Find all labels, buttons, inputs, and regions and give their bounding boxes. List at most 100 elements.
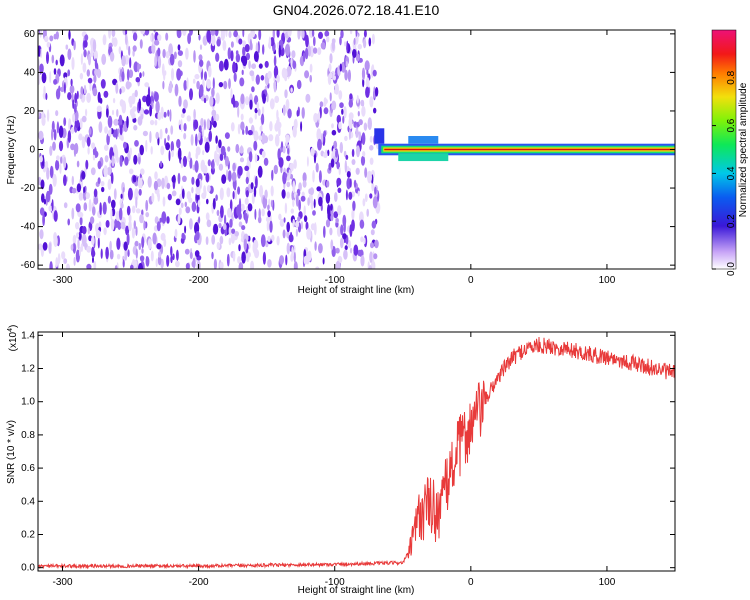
noise-cell [73, 40, 76, 51]
noise-cell [104, 144, 109, 151]
noise-cell [182, 108, 186, 114]
noise-cell [366, 69, 369, 76]
noise-cell [145, 199, 149, 212]
noise-cell [238, 244, 241, 252]
noise-cell [228, 78, 231, 90]
noise-cell [43, 198, 47, 205]
noise-cell [271, 169, 274, 181]
noise-cell [160, 232, 166, 241]
noise-cell [284, 44, 291, 56]
noise-cell [155, 100, 160, 114]
noise-cell [251, 192, 255, 205]
noise-cell [261, 106, 265, 115]
noise-cell [128, 95, 133, 105]
noise-cell [71, 187, 77, 194]
noise-cell [226, 169, 229, 180]
noise-cell [76, 183, 82, 193]
noise-cell [194, 73, 200, 80]
noise-cell [361, 67, 366, 81]
noise-cell [161, 211, 167, 224]
noise-cell [53, 235, 58, 248]
noise-cell [352, 49, 357, 58]
noise-cell [253, 239, 259, 250]
noise-cell [363, 122, 368, 131]
noise-cell [371, 182, 375, 192]
noise-cell [97, 177, 101, 185]
noise-cell [261, 150, 266, 158]
noise-cell [356, 94, 359, 104]
noise-cell [318, 31, 323, 39]
noise-cell [237, 106, 240, 118]
noise-cell [119, 99, 124, 107]
noise-cell [59, 54, 65, 67]
noise-cell [288, 169, 291, 179]
noise-cell [264, 189, 268, 199]
noise-cell [46, 167, 50, 180]
noise-cell [129, 57, 132, 69]
noise-cell [232, 162, 236, 172]
noise-cell [39, 63, 44, 74]
noise-cell [305, 221, 309, 231]
noise-cell [156, 243, 162, 250]
noise-cell [85, 108, 88, 117]
noise-cell [330, 214, 334, 222]
noise-cell [363, 237, 366, 245]
noise-cell [368, 37, 372, 47]
noise-cell [273, 55, 277, 67]
noise-cell [240, 121, 245, 131]
noise-cell [253, 51, 259, 62]
noise-cell [212, 158, 215, 171]
noise-cell [351, 159, 356, 165]
noise-cell [249, 39, 253, 51]
noise-cell [205, 236, 209, 246]
noise-cell [157, 255, 162, 266]
y-tick-label: -60 [21, 260, 36, 271]
noise-cell [44, 35, 49, 43]
noise-cell [154, 171, 158, 180]
noise-cell [343, 106, 347, 119]
noise-cell [79, 246, 81, 257]
colorbar-ticks: 0.0 0.2 0.4 0.6 0.8 [712, 70, 737, 276]
noise-cell [97, 160, 102, 170]
noise-cell [111, 155, 115, 167]
noise-cell [297, 216, 301, 222]
noise-cell [238, 38, 243, 45]
noise-cell [48, 183, 53, 195]
noise-cell [165, 127, 168, 134]
noise-cell [337, 187, 342, 193]
noise-cell [328, 162, 332, 171]
noise-cell [204, 71, 207, 81]
noise-cell [295, 228, 298, 237]
noise-cell [99, 202, 102, 216]
noise-cell [139, 39, 143, 49]
noise-cell [344, 245, 348, 251]
noise-cell [41, 72, 47, 84]
noise-cell [277, 116, 280, 128]
noise-cell [124, 156, 129, 166]
noise-cell [247, 203, 253, 212]
noise-cell [365, 86, 370, 99]
noise-cell [161, 63, 165, 76]
noise-cell [90, 167, 96, 176]
noise-cell [305, 93, 311, 103]
noise-cell [360, 155, 366, 166]
noise-cell [151, 43, 156, 54]
noise-cell [374, 87, 379, 97]
noise-cell [185, 47, 189, 60]
noise-cell [111, 30, 116, 38]
noise-cell [289, 231, 293, 243]
noise-cell [181, 188, 185, 200]
noise-cell [93, 260, 97, 269]
noise-cell [95, 229, 101, 239]
noise-cell [178, 95, 182, 107]
noise-cell [267, 204, 270, 211]
noise-cell [185, 262, 190, 269]
noise-cell [338, 167, 341, 175]
noise-cell [245, 176, 249, 185]
noise-cell [156, 221, 161, 232]
noise-cell [118, 207, 123, 221]
noise-cell [331, 123, 334, 129]
noise-cell [101, 186, 105, 193]
noise-cell [86, 92, 91, 103]
noise-cell [255, 74, 260, 85]
